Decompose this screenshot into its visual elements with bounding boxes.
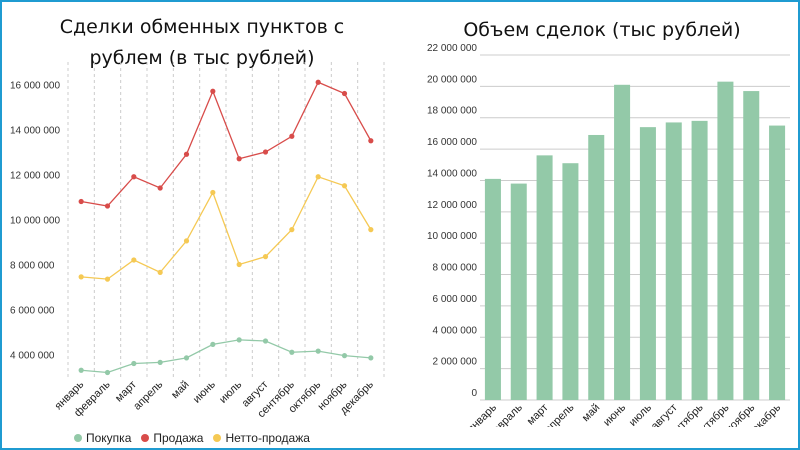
y-tick-label: 8 000 000: [10, 261, 55, 272]
data-point: [183, 238, 190, 244]
data-point: [157, 185, 163, 191]
x-tick-label: июнь: [191, 378, 218, 405]
x-tick-label: май: [580, 402, 603, 425]
x-tick-label: апрель: [543, 401, 577, 427]
bar: [562, 163, 579, 400]
y-tick-label: 14 000 000: [427, 168, 477, 179]
series-line: [81, 339, 371, 374]
data-point: [315, 79, 321, 85]
series-line: [81, 81, 372, 207]
bar: [588, 134, 605, 400]
x-tick-label: июнь: [601, 401, 628, 427]
y-tick-label: 16 000 000: [10, 81, 60, 92]
data-point: [183, 151, 190, 157]
data-point: [341, 183, 348, 189]
data-point: [289, 227, 295, 233]
y-tick-label: 12 000 000: [10, 171, 60, 182]
data-point: [236, 261, 242, 268]
data-point: [78, 198, 84, 205]
data-point: [157, 359, 163, 365]
data-point: [183, 355, 190, 361]
y-tick-label: 4 000 000: [433, 325, 478, 336]
data-point: [289, 133, 295, 139]
bar: [484, 178, 501, 400]
bar: [769, 125, 786, 401]
legend-dot-net-icon: [213, 434, 222, 442]
data-point: [262, 338, 269, 344]
data-point: [262, 254, 269, 260]
data-point: [210, 189, 216, 196]
y-tick-label: 6 000 000: [433, 294, 478, 305]
data-point: [210, 341, 216, 347]
data-point: [368, 355, 374, 361]
bar: [614, 84, 631, 400]
data-point: [131, 174, 137, 180]
data-point: [104, 276, 111, 282]
y-tick-label: 12 000 000: [427, 200, 477, 211]
data-point: [104, 369, 111, 376]
y-tick-label: 10 000 000: [10, 216, 60, 227]
y-tick-label: 14 000 000: [10, 126, 60, 137]
data-point: [78, 274, 84, 280]
y-tick-label: 8 000 000: [433, 263, 478, 274]
bar: [743, 91, 760, 401]
data-point: [236, 337, 242, 343]
x-tick-label: май: [169, 379, 192, 402]
y-tick-label: 20 000 000: [427, 74, 477, 85]
legend-label-purchase: Покупка: [86, 431, 132, 445]
data-point: [368, 138, 374, 144]
bar-chart: 0 2 000 000 4 000 000 6 000 000 8 000 000 10 …: [427, 43, 790, 427]
legend-label-sale: Продажа: [153, 431, 204, 445]
y-tick-label: 2 000 000: [433, 357, 478, 368]
data-point: [368, 227, 374, 233]
bar: [536, 155, 553, 400]
data-point: [262, 149, 269, 155]
y-tick-label: 4 000 000: [10, 351, 55, 362]
data-point: [131, 257, 137, 263]
y-tick-label: 6 000 000: [10, 306, 55, 317]
data-point: [236, 156, 242, 162]
bar: [510, 183, 527, 400]
y-tick-label: 0: [471, 388, 477, 399]
data-point: [131, 360, 137, 367]
y-tick-label: 10 000 000: [427, 231, 477, 242]
bar: [665, 122, 682, 400]
y-tick-label: 16 000 000: [427, 137, 477, 148]
legend-item-sale: Продажа: [141, 431, 203, 445]
x-tick-label: апрель: [131, 378, 165, 412]
y-tick-label: 22 000 000: [427, 43, 477, 54]
data-point: [157, 269, 163, 275]
legend-dot-sale-icon: [141, 434, 150, 442]
legend-label-net: Нетто-продажа: [225, 431, 310, 445]
bar-chart-title: Объем сделок (тыс рублей): [463, 19, 741, 41]
bar: [639, 127, 656, 401]
data-point: [210, 88, 216, 94]
bar: [691, 120, 708, 400]
data-point: [315, 348, 321, 354]
bar: [717, 81, 734, 400]
data-point: [341, 353, 348, 359]
data-point: [78, 367, 84, 373]
series-line: [81, 175, 372, 280]
legend-item-purchase: Покупка: [74, 431, 131, 445]
data-point: [341, 90, 348, 97]
legend-dot-purchase-icon: [74, 434, 82, 442]
line-chart-title: Сделки обменных пунктов с рублем (в тыс …: [59, 16, 345, 69]
y-tick-label: 18 000 000: [427, 106, 477, 117]
data-point: [315, 174, 321, 180]
line-chart-legend: Покупка Продажа Нетто-продажа: [74, 431, 310, 445]
legend-item-net: Нетто-продажа: [213, 431, 310, 445]
line-chart: 4 000 000 6 000 000 8 000 000 10 000 000 12 …: [10, 62, 385, 420]
data-point: [289, 349, 295, 355]
data-point: [104, 203, 111, 209]
